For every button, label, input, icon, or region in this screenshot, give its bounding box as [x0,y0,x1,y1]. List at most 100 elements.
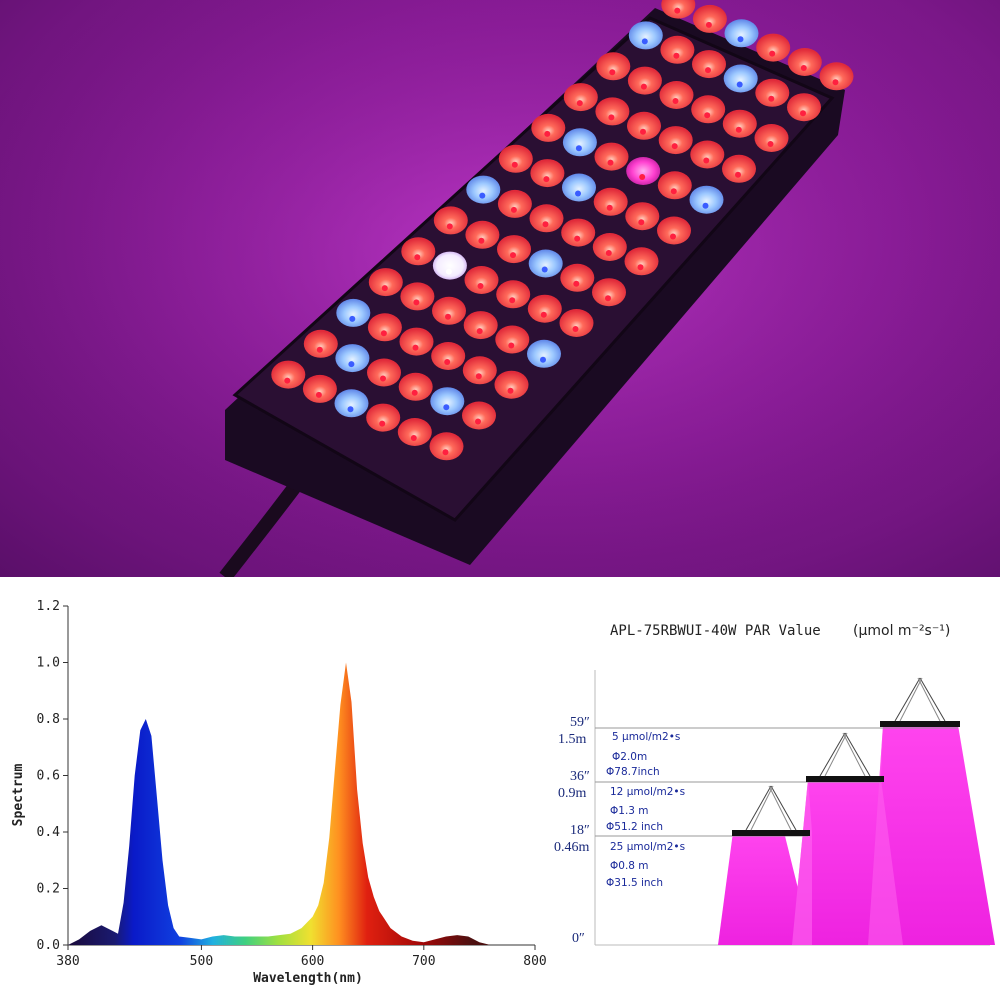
led-lens [659,81,694,109]
led-chip [413,299,420,306]
led-chip [479,192,486,199]
led-chip [768,95,775,102]
led-chip [477,283,484,289]
led-chip [542,221,549,228]
led-lens [335,344,370,373]
led-lens [593,187,628,216]
y-tick-label: 1.2 [37,599,60,614]
led-chip [670,233,676,240]
beam-overlap-2 [868,725,903,945]
led-chip [737,36,744,43]
led-chip [380,375,386,382]
led-lens [494,370,529,399]
led-lens [595,97,630,126]
led-lens [724,19,759,48]
led-lens [722,154,756,183]
led-lens [592,233,627,261]
led-chip [605,295,611,302]
led-lens [627,66,662,95]
led-chip [800,65,807,71]
led-lens [528,249,563,278]
led-lens [433,206,468,235]
diameter-in-3: Φ31.5 inch [606,877,663,889]
led-chip [349,315,356,322]
led-chip [574,235,581,242]
led-chip [576,100,583,107]
led-chip [832,79,839,86]
led-lens [754,124,789,152]
led-chip [509,297,516,304]
led-lens [690,140,725,169]
led-lens [497,189,532,218]
led-lens [527,294,562,323]
led-lens [466,175,501,204]
led-lens [367,358,401,387]
spectrum-chart: 0.0 0.2 0.4 0.6 0.8 1.0 1.2 380 500 600 700 800 Wav… [0,590,550,1000]
led-lens [787,93,821,122]
led-chip [572,326,579,332]
lamp-middle [806,732,884,782]
tick-labels: 0.0 0.2 0.4 0.6 0.8 1.0 1.2 380 500 600 700 800 [37,599,547,969]
led-chip [575,190,581,197]
led-lens [498,144,533,173]
led-lens [303,329,338,358]
led-chip [575,145,582,152]
led-chip [800,110,806,117]
led-chip [704,112,711,119]
led-lens [692,4,727,33]
led-lens [271,360,306,389]
y-tick-label: 0.2 [37,882,60,897]
led-chip [443,404,450,411]
led-chip [769,50,776,57]
led-panel-illustration [0,0,1000,577]
led-chip [540,311,547,318]
led-lens [462,401,496,430]
led-lens [497,235,531,264]
led-chip [444,359,451,365]
height-inch-2: 36″ [570,769,590,784]
led-chip [670,188,677,195]
led-chip [414,254,421,261]
led-lens [625,202,660,231]
par-svg: APL-75RBWUI-40W PAR Value (µmol m⁻²s⁻¹) [554,623,995,946]
led-chip [511,161,518,168]
diameter-in-2: Φ51.2 inch [606,821,663,833]
led-chip [315,391,322,398]
led-chip [410,435,417,441]
led-lens [561,218,596,247]
height-zero: 0″ [572,931,585,946]
height-inch-3: 18″ [570,823,590,838]
led-chip [640,83,647,90]
led-lens [430,387,465,416]
led-lens [400,282,435,311]
led-lens [367,313,402,342]
led-chip [445,313,451,320]
led-chip [446,223,453,230]
led-chip [606,204,613,211]
led-lens [432,296,466,325]
led-lens [366,403,401,432]
led-lens [559,309,594,337]
led-lens [496,280,531,309]
diameter-m-1: Φ2.0m [612,751,647,763]
led-lens [432,251,467,280]
led-lens [660,35,695,64]
led-chip [381,285,388,292]
par-value-2: 12 μmol/m2•s [610,786,685,798]
led-chip [379,420,386,427]
led-chip [607,159,614,166]
led-lens [401,237,436,266]
product-photo [0,0,1000,577]
led-chip [380,330,387,337]
beam-highest [868,725,995,945]
led-chip [573,280,580,287]
led-chip [673,52,680,59]
led-chip [540,356,546,363]
led-chip [284,377,291,384]
led-lens [657,171,692,200]
led-chip [544,130,551,137]
led-lens [723,64,758,93]
led-lens [429,432,464,461]
led-chip [638,219,645,226]
led-chip [735,126,742,133]
